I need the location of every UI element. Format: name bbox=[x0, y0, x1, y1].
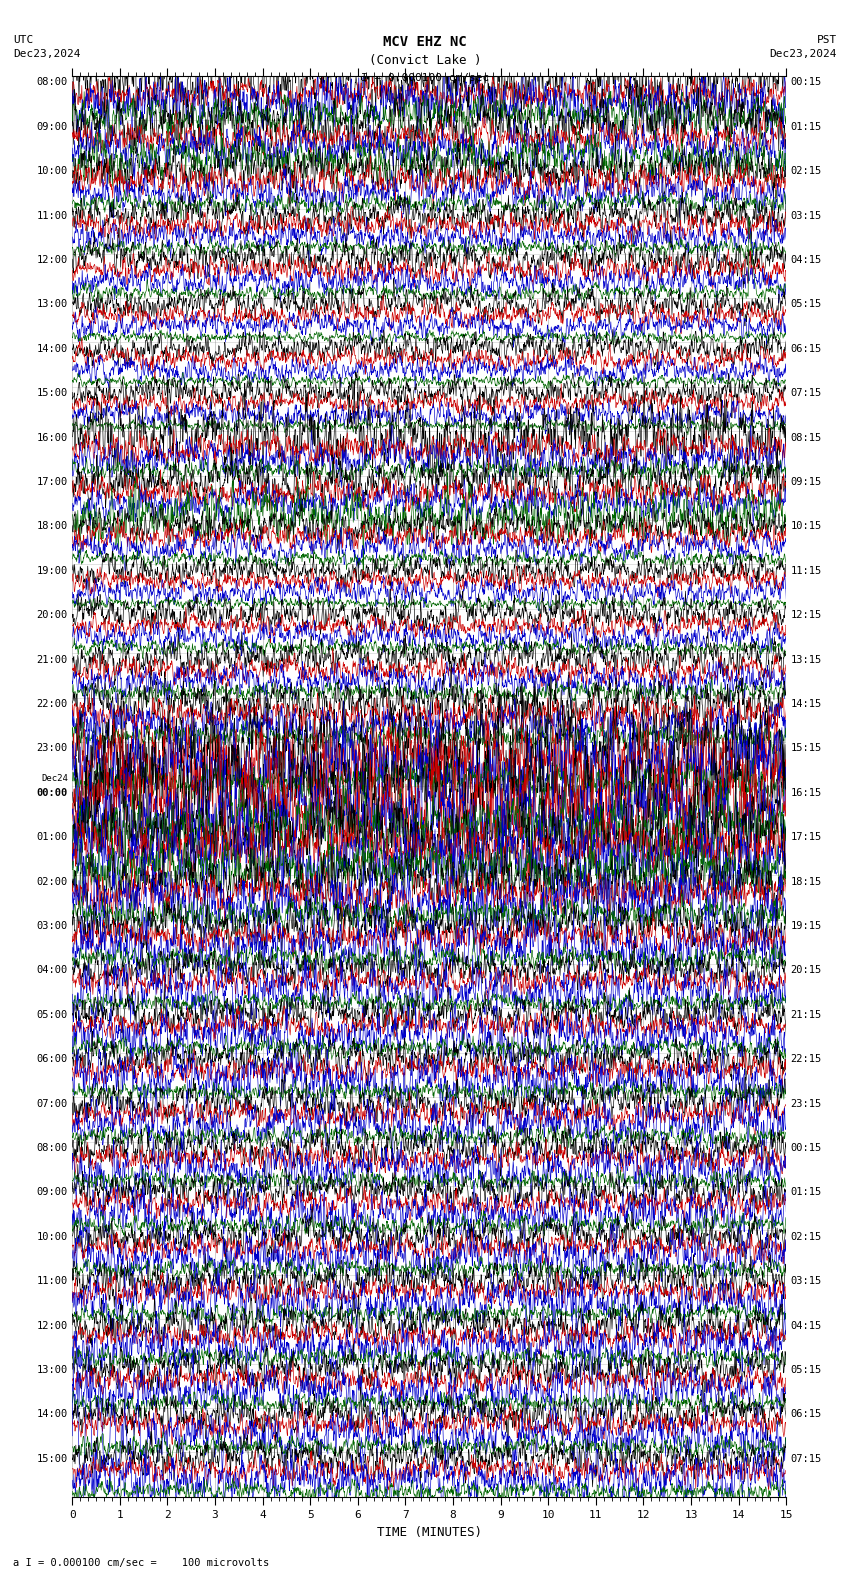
Text: 23:15: 23:15 bbox=[790, 1099, 822, 1109]
Text: 03:15: 03:15 bbox=[790, 211, 822, 220]
Text: 18:00: 18:00 bbox=[37, 521, 68, 531]
Text: 09:00: 09:00 bbox=[37, 1188, 68, 1198]
Text: 01:15: 01:15 bbox=[790, 1188, 822, 1198]
Text: 03:15: 03:15 bbox=[790, 1277, 822, 1286]
Text: 04:15: 04:15 bbox=[790, 1321, 822, 1331]
Text: 16:00: 16:00 bbox=[37, 432, 68, 442]
Text: 02:15: 02:15 bbox=[790, 1232, 822, 1242]
Text: 21:00: 21:00 bbox=[37, 654, 68, 665]
Text: 04:00: 04:00 bbox=[37, 965, 68, 976]
Text: 16:15: 16:15 bbox=[790, 787, 822, 798]
Text: 06:15: 06:15 bbox=[790, 344, 822, 353]
Text: 11:00: 11:00 bbox=[37, 1277, 68, 1286]
Text: 15:00: 15:00 bbox=[37, 1454, 68, 1464]
Text: 13:00: 13:00 bbox=[37, 1365, 68, 1375]
Text: 01:15: 01:15 bbox=[790, 122, 822, 131]
Text: 14:00: 14:00 bbox=[37, 1410, 68, 1419]
Text: 19:15: 19:15 bbox=[790, 920, 822, 931]
Text: 02:15: 02:15 bbox=[790, 166, 822, 176]
Text: 05:00: 05:00 bbox=[37, 1009, 68, 1020]
Text: 13:15: 13:15 bbox=[790, 654, 822, 665]
Text: 06:00: 06:00 bbox=[37, 1055, 68, 1064]
Text: 04:15: 04:15 bbox=[790, 255, 822, 265]
Text: 03:00: 03:00 bbox=[37, 920, 68, 931]
Text: 18:15: 18:15 bbox=[790, 876, 822, 887]
Text: 07:00: 07:00 bbox=[37, 1099, 68, 1109]
Text: 15:15: 15:15 bbox=[790, 743, 822, 754]
Text: 09:15: 09:15 bbox=[790, 477, 822, 486]
X-axis label: TIME (MINUTES): TIME (MINUTES) bbox=[377, 1525, 482, 1538]
Text: 08:00: 08:00 bbox=[37, 78, 68, 87]
Text: 22:15: 22:15 bbox=[790, 1055, 822, 1064]
Text: 05:15: 05:15 bbox=[790, 1365, 822, 1375]
Text: 05:15: 05:15 bbox=[790, 299, 822, 309]
Text: 17:00: 17:00 bbox=[37, 477, 68, 486]
Text: 08:00: 08:00 bbox=[37, 1144, 68, 1153]
Text: 14:15: 14:15 bbox=[790, 699, 822, 710]
Text: 10:15: 10:15 bbox=[790, 521, 822, 531]
Text: 23:00: 23:00 bbox=[37, 743, 68, 754]
Text: 11:15: 11:15 bbox=[790, 565, 822, 575]
Text: 09:00: 09:00 bbox=[37, 122, 68, 131]
Text: 00:00: 00:00 bbox=[37, 789, 68, 798]
Text: 12:00: 12:00 bbox=[37, 255, 68, 265]
Text: 22:00: 22:00 bbox=[37, 699, 68, 710]
Text: 14:00: 14:00 bbox=[37, 344, 68, 353]
Text: 08:15: 08:15 bbox=[790, 432, 822, 442]
Text: 07:15: 07:15 bbox=[790, 388, 822, 398]
Text: 19:00: 19:00 bbox=[37, 565, 68, 575]
Text: Dec24: Dec24 bbox=[41, 775, 68, 782]
Text: 13:00: 13:00 bbox=[37, 299, 68, 309]
Text: PST: PST bbox=[817, 35, 837, 44]
Text: 17:15: 17:15 bbox=[790, 832, 822, 843]
Text: 12:00: 12:00 bbox=[37, 1321, 68, 1331]
Text: UTC: UTC bbox=[13, 35, 33, 44]
Text: 00:15: 00:15 bbox=[790, 78, 822, 87]
Text: (Convict Lake ): (Convict Lake ) bbox=[369, 54, 481, 67]
Text: 02:00: 02:00 bbox=[37, 876, 68, 887]
Text: 12:15: 12:15 bbox=[790, 610, 822, 621]
Text: 21:15: 21:15 bbox=[790, 1009, 822, 1020]
Text: 20:15: 20:15 bbox=[790, 965, 822, 976]
Text: MCV EHZ NC: MCV EHZ NC bbox=[383, 35, 467, 49]
Text: 10:00: 10:00 bbox=[37, 166, 68, 176]
Text: I = 0.000100 cm/sec: I = 0.000100 cm/sec bbox=[361, 73, 489, 82]
Text: Dec23,2024: Dec23,2024 bbox=[770, 49, 837, 59]
Text: 07:15: 07:15 bbox=[790, 1454, 822, 1464]
Text: 11:00: 11:00 bbox=[37, 211, 68, 220]
Text: 06:15: 06:15 bbox=[790, 1410, 822, 1419]
Text: a I = 0.000100 cm/sec =    100 microvolts: a I = 0.000100 cm/sec = 100 microvolts bbox=[13, 1559, 269, 1568]
Text: 10:00: 10:00 bbox=[37, 1232, 68, 1242]
Text: 00:15: 00:15 bbox=[790, 1144, 822, 1153]
Text: 20:00: 20:00 bbox=[37, 610, 68, 621]
Text: 15:00: 15:00 bbox=[37, 388, 68, 398]
Text: Dec23,2024: Dec23,2024 bbox=[13, 49, 80, 59]
Text: 01:00: 01:00 bbox=[37, 832, 68, 843]
